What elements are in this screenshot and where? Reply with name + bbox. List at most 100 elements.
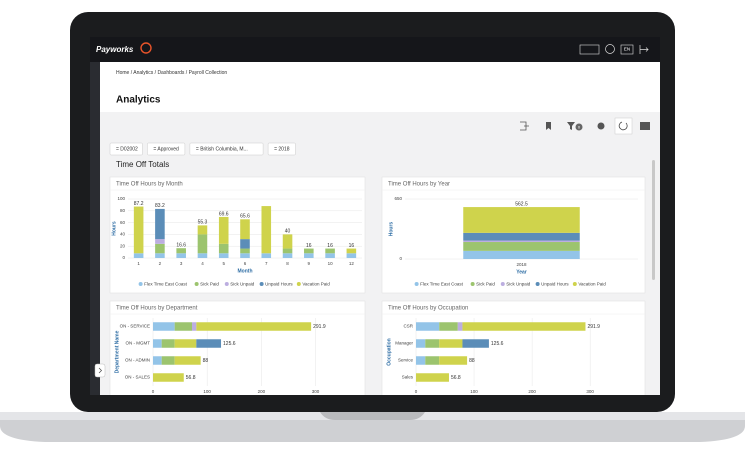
y-tick-label: ON - SERVICE xyxy=(120,324,150,329)
bar-segment xyxy=(176,248,186,254)
total-label: 88 xyxy=(203,358,209,364)
crumb[interactable]: Home xyxy=(116,70,130,76)
total-label: 83.2 xyxy=(155,203,165,209)
crumb[interactable]: Payroll Collection xyxy=(189,70,228,76)
breadcrumb: Home / Analytics / Dashboards / Payroll … xyxy=(116,70,227,76)
y-tick-label: Sales xyxy=(402,375,414,380)
filter-chip[interactable] xyxy=(147,142,186,156)
help-icon[interactable] xyxy=(605,44,615,54)
total-label: 88 xyxy=(469,358,475,364)
legend-swatch xyxy=(296,282,301,286)
bar-segment xyxy=(240,239,250,249)
crumb[interactable]: Analytics xyxy=(133,70,154,76)
refresh-button[interactable] xyxy=(614,117,633,135)
filter-chip[interactable] xyxy=(109,142,143,156)
filter-chip[interactable] xyxy=(267,142,296,156)
panel xyxy=(109,176,366,294)
x-tick-label: 200 xyxy=(528,389,536,394)
bookmark-icon[interactable] xyxy=(546,122,551,130)
x-axis-title: Year xyxy=(516,269,527,275)
info-icon[interactable] xyxy=(597,122,605,130)
bar-segment xyxy=(425,339,440,348)
y-tick-label: Service xyxy=(398,358,414,363)
y-tick-label: 80 xyxy=(120,208,126,213)
bar-segment xyxy=(192,322,197,331)
sidebar-toggle[interactable] xyxy=(94,363,106,378)
y-tick-label: 0 xyxy=(122,255,125,260)
bar-segment xyxy=(416,356,426,365)
refresh-icon xyxy=(618,121,628,131)
y-tick-label: CSR xyxy=(403,324,413,329)
x-tick-label: 0 xyxy=(415,389,418,394)
x-tick-label: 7 xyxy=(265,261,268,266)
bar-segment xyxy=(197,253,208,258)
bar-segment xyxy=(176,253,186,258)
legend-swatch xyxy=(414,282,419,286)
legend-swatch xyxy=(259,282,264,286)
app-header xyxy=(90,37,660,62)
bar-segment xyxy=(155,239,165,244)
bar-segment xyxy=(155,243,165,254)
sidebar xyxy=(90,62,100,395)
chart-panel: Time Off Hours by Department 0 100 200 300 29… xyxy=(109,300,366,395)
bar-segment xyxy=(155,253,165,258)
y-axis-title: Hours xyxy=(388,222,394,237)
screen-icon[interactable] xyxy=(640,122,650,130)
y-tick-label: 40 xyxy=(120,232,126,237)
filter-label: = British Columbia, M... xyxy=(196,147,248,153)
bar-segment xyxy=(304,253,314,258)
bar-segment xyxy=(416,322,440,331)
chart-panel: Time Off Hours by Month 0 20 40 60 80 100 87.2 1… xyxy=(109,176,366,294)
legend-swatch xyxy=(500,282,505,286)
bar-segment xyxy=(463,232,580,241)
x-tick-label: 4 xyxy=(201,261,204,266)
bar-segment xyxy=(462,339,489,348)
y-axis-title: Occupation xyxy=(386,338,392,366)
bar-segment xyxy=(325,248,335,254)
total-label: 87.2 xyxy=(134,201,144,207)
bar-segment xyxy=(439,322,458,331)
separator: / xyxy=(184,70,188,76)
y-tick-label: ON - SALES xyxy=(125,375,150,380)
bar-segment xyxy=(346,253,357,258)
lang-box[interactable] xyxy=(620,44,634,55)
bar-segment xyxy=(240,219,250,240)
bar-segment xyxy=(174,356,201,365)
total-label: 562.5 xyxy=(515,201,528,207)
bar-segment xyxy=(282,253,293,258)
filter-icon[interactable] xyxy=(567,122,575,130)
bar-segment xyxy=(161,356,175,365)
chart-panel: Time Off Hours by Year 0 650 562.5 2018 Year H… xyxy=(381,176,646,294)
panel xyxy=(109,300,366,395)
legend-label: Sick Unpaid xyxy=(506,281,531,286)
section-title: Time Off Totals xyxy=(116,160,169,169)
bar-segment xyxy=(196,339,222,348)
brand: Payworks xyxy=(96,45,134,54)
bar-segment xyxy=(218,253,229,258)
legend-label: Flex Time East Coast xyxy=(144,281,188,286)
panel xyxy=(381,300,646,395)
total-label: 55.3 xyxy=(198,220,208,226)
bar-segment xyxy=(196,322,312,331)
crumb[interactable]: Dashboards xyxy=(157,70,184,76)
legend-label: Sick Paid xyxy=(476,281,495,286)
y-tick-label: 650 xyxy=(394,196,402,201)
x-tick-label: 2 xyxy=(159,261,162,266)
y-tick-label: 0 xyxy=(399,256,402,261)
filter-badge xyxy=(575,123,583,131)
total-label: 16 xyxy=(327,243,333,249)
legend-label: Flex Time East Coast xyxy=(420,281,464,286)
logout-icon[interactable] xyxy=(639,45,649,54)
y-tick-label: 20 xyxy=(120,243,126,248)
bar-segment xyxy=(439,339,463,348)
filter-chip[interactable] xyxy=(189,142,264,156)
x-tick-label: 1 xyxy=(137,261,140,266)
bar-segment xyxy=(240,253,250,258)
chart-title: Time Off Hours by Occupation xyxy=(388,306,468,312)
app-switcher[interactable] xyxy=(579,44,600,55)
y-axis-title: Department Name xyxy=(114,330,120,373)
export-icon[interactable] xyxy=(520,121,529,131)
bar-segment xyxy=(197,234,208,254)
y-tick-label: Manager xyxy=(395,341,413,346)
